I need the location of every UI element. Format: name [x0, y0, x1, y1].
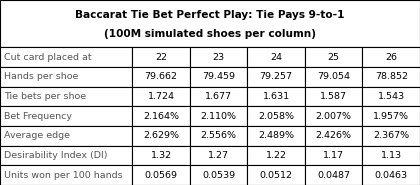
Bar: [0, 126, 132, 146]
Text: 1.724: 1.724: [147, 92, 175, 101]
Text: 0.0487: 0.0487: [317, 171, 350, 180]
Text: 2.367%: 2.367%: [373, 131, 409, 140]
Bar: [362, 87, 420, 106]
Bar: [305, 47, 362, 67]
Text: 79.459: 79.459: [202, 72, 235, 81]
Bar: [247, 106, 305, 126]
Bar: [190, 126, 247, 146]
Text: Units won per 100 hands: Units won per 100 hands: [4, 171, 123, 180]
Bar: [305, 67, 362, 87]
Bar: [305, 165, 362, 185]
Text: 1.22: 1.22: [265, 151, 286, 160]
Bar: [190, 146, 247, 165]
Text: 1.32: 1.32: [150, 151, 172, 160]
Text: 1.677: 1.677: [205, 92, 232, 101]
Bar: [305, 126, 362, 146]
Bar: [190, 165, 247, 185]
Text: 2.110%: 2.110%: [201, 112, 236, 121]
Text: Hands per shoe: Hands per shoe: [4, 72, 79, 81]
Text: 24: 24: [270, 53, 282, 62]
Bar: [305, 146, 362, 165]
Bar: [0, 47, 132, 67]
Bar: [190, 106, 247, 126]
Text: Average edge: Average edge: [4, 131, 70, 140]
Bar: [305, 87, 362, 106]
Bar: [0, 146, 132, 165]
Text: 79.662: 79.662: [144, 72, 178, 81]
Bar: [0, 67, 132, 87]
Bar: [132, 87, 190, 106]
Text: 1.957%: 1.957%: [373, 112, 409, 121]
Text: (100M simulated shoes per column): (100M simulated shoes per column): [104, 29, 316, 39]
Bar: [247, 67, 305, 87]
Bar: [132, 67, 190, 87]
Text: 1.543: 1.543: [378, 92, 405, 101]
Bar: [132, 126, 190, 146]
Text: Bet Frequency: Bet Frequency: [4, 112, 72, 121]
Bar: [247, 165, 305, 185]
Bar: [362, 165, 420, 185]
Text: 0.0569: 0.0569: [144, 171, 178, 180]
Bar: [0, 106, 132, 126]
Bar: [247, 87, 305, 106]
Text: 1.13: 1.13: [381, 151, 402, 160]
Text: 22: 22: [155, 53, 167, 62]
Text: 2.164%: 2.164%: [143, 112, 179, 121]
Bar: [247, 47, 305, 67]
Text: 0.0463: 0.0463: [375, 171, 408, 180]
Text: 2.629%: 2.629%: [143, 131, 179, 140]
Text: 25: 25: [328, 53, 340, 62]
Bar: [190, 67, 247, 87]
Bar: [190, 47, 247, 67]
Bar: [132, 106, 190, 126]
Text: 2.489%: 2.489%: [258, 131, 294, 140]
Bar: [190, 87, 247, 106]
Bar: [0, 0, 420, 47]
Text: Cut card placed at: Cut card placed at: [4, 53, 92, 62]
Text: 1.631: 1.631: [262, 92, 290, 101]
Bar: [362, 67, 420, 87]
Text: 0.0512: 0.0512: [260, 171, 293, 180]
Text: Baccarat Tie Bet Perfect Play: Tie Pays 9-to-1: Baccarat Tie Bet Perfect Play: Tie Pays …: [75, 10, 345, 20]
Text: 2.007%: 2.007%: [316, 112, 352, 121]
Bar: [132, 146, 190, 165]
Text: 1.587: 1.587: [320, 92, 347, 101]
Bar: [247, 146, 305, 165]
Bar: [247, 126, 305, 146]
Text: 79.054: 79.054: [317, 72, 350, 81]
Bar: [0, 87, 132, 106]
Text: 79.257: 79.257: [260, 72, 293, 81]
Text: 0.0539: 0.0539: [202, 171, 235, 180]
Text: 2.426%: 2.426%: [316, 131, 352, 140]
Text: Tie bets per shoe: Tie bets per shoe: [4, 92, 87, 101]
Text: Desirability Index (DI): Desirability Index (DI): [4, 151, 108, 160]
Bar: [305, 106, 362, 126]
Bar: [362, 126, 420, 146]
Bar: [362, 47, 420, 67]
Text: 26: 26: [385, 53, 397, 62]
Text: 1.17: 1.17: [323, 151, 344, 160]
Bar: [0, 165, 132, 185]
Text: 2.556%: 2.556%: [201, 131, 236, 140]
Bar: [132, 165, 190, 185]
Text: 23: 23: [213, 53, 225, 62]
Bar: [132, 47, 190, 67]
Bar: [362, 146, 420, 165]
Bar: [362, 106, 420, 126]
Text: 78.852: 78.852: [375, 72, 408, 81]
Text: 2.058%: 2.058%: [258, 112, 294, 121]
Text: 1.27: 1.27: [208, 151, 229, 160]
